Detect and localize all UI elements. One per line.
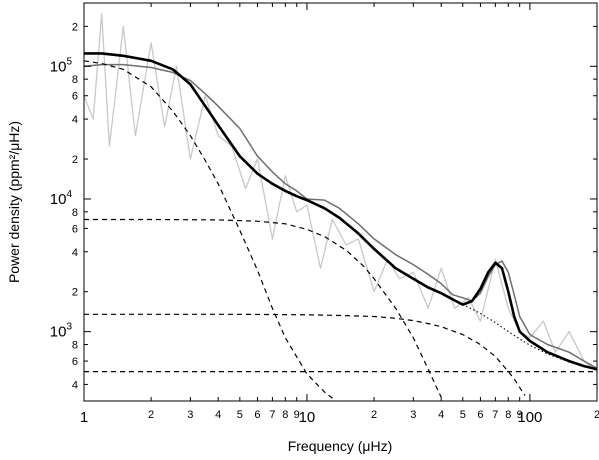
y-minor-tick-label: 2 <box>72 154 78 166</box>
x-minor-tick-label: 3 <box>187 409 193 421</box>
y-major-tick-label: 104 <box>50 189 73 208</box>
x-major-tick-label: 100 <box>517 409 542 426</box>
y-minor-tick-label: 2 <box>72 287 78 299</box>
series-dashed-high-frequency <box>84 313 526 396</box>
x-minor-tick-label: 7 <box>269 409 275 421</box>
x-minor-tick-label: 2 <box>594 409 599 421</box>
x-minor-tick-label: 9 <box>294 409 300 421</box>
x-major-tick-label: 1 <box>80 409 88 426</box>
y-minor-tick-label: 6 <box>72 223 78 235</box>
y-minor-tick-label: 8 <box>72 74 78 86</box>
x-major-tick-label: 10 <box>299 409 316 426</box>
series-black-fit <box>84 52 597 371</box>
x-minor-tick-label: 2 <box>371 409 377 421</box>
series-gray-smoothed <box>84 63 597 369</box>
y-tick-exponent: 4 <box>66 189 72 200</box>
series-layer <box>84 12 597 401</box>
y-minor-tick-label: 4 <box>72 379 78 391</box>
series-light-gray-raw <box>84 12 597 373</box>
plot-area <box>84 12 597 401</box>
series-dashed-low-frequency <box>84 60 337 401</box>
y-minor-tick-label: 6 <box>72 356 78 368</box>
y-minor-tick-label: 2 <box>72 21 78 33</box>
y-minor-tick-label: 8 <box>72 339 78 351</box>
x-minor-tick-label: 8 <box>282 409 288 421</box>
x-minor-tick-label: 5 <box>460 409 466 421</box>
y-minor-tick-label: 8 <box>72 207 78 219</box>
series-dashed-mid-frequency <box>84 218 442 398</box>
x-minor-tick-label: 7 <box>492 409 498 421</box>
plot-frame <box>83 2 598 402</box>
y-major-tick-label: 103 <box>50 322 73 341</box>
x-minor-tick-label: 3 <box>410 409 416 421</box>
y-axis-title: Power density (ppm²/μHz) <box>6 121 22 283</box>
x-minor-tick-label: 6 <box>477 409 483 421</box>
x-minor-tick-label: 4 <box>215 409 221 421</box>
x-minor-tick-label: 9 <box>517 409 523 421</box>
y-minor-tick-label: 6 <box>72 91 78 103</box>
x-minor-tick-label: 5 <box>237 409 243 421</box>
y-minor-tick-label: 4 <box>72 247 78 259</box>
x-axis-title: Frequency (μHz) <box>288 438 393 454</box>
y-major-tick-label: 105 <box>50 56 73 75</box>
y-tick-exponent: 5 <box>66 56 72 67</box>
x-minor-tick-label: 2 <box>148 409 154 421</box>
x-minor-tick-label: 8 <box>505 409 511 421</box>
x-minor-tick-label: 4 <box>438 409 444 421</box>
y-tick-exponent: 3 <box>66 322 72 333</box>
y-minor-tick-label: 4 <box>72 114 78 126</box>
x-minor-tick-label: 6 <box>254 409 260 421</box>
